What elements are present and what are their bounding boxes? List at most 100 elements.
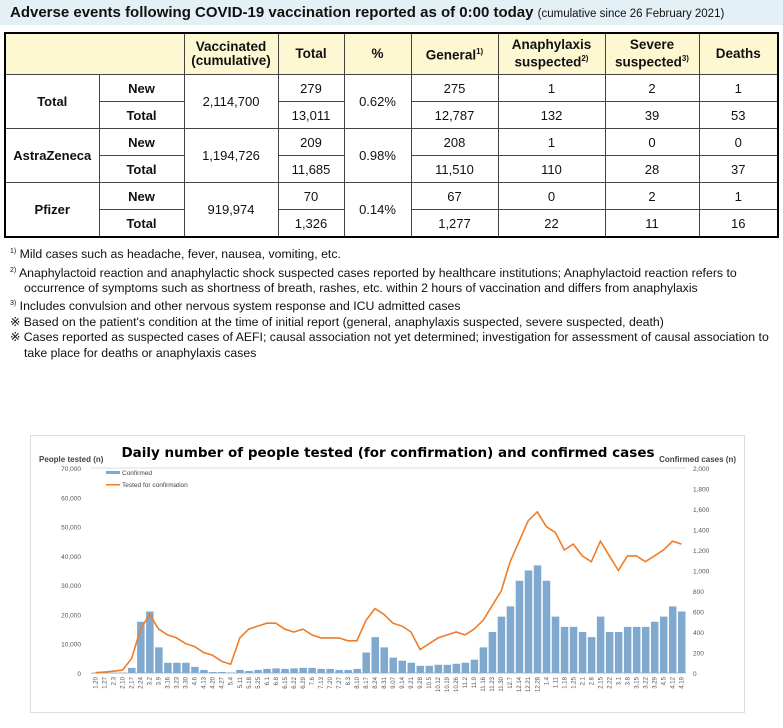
x-tick: 3.15 xyxy=(634,676,640,688)
x-tick: 8.3 xyxy=(346,676,352,685)
bar-confirmed xyxy=(245,670,253,673)
tests-confirmed-chart: Daily number of people tested (for confi… xyxy=(30,435,745,713)
footnote-ref: 2) xyxy=(581,54,589,64)
bar-confirmed xyxy=(227,672,235,673)
y-axis-right-label: Confirmed cases (n) xyxy=(659,455,736,464)
bar-confirmed xyxy=(344,669,352,673)
y-axis-left-label: People tested (n) xyxy=(39,455,104,464)
header-severe: Severe suspected3) xyxy=(604,32,700,75)
bar-confirmed xyxy=(182,662,190,673)
y-tick-right: 200 xyxy=(693,651,704,658)
y-tick-right: 0 xyxy=(693,671,697,678)
total-cell: 279 xyxy=(277,74,345,102)
x-tick: 9.14 xyxy=(400,676,406,688)
y-tick-right: 1,200 xyxy=(693,548,710,555)
footnote-ref: 3) xyxy=(681,54,689,64)
deaths-cell: 1 xyxy=(698,182,779,210)
bar-confirmed xyxy=(290,668,298,673)
x-tick: 4.12 xyxy=(670,676,676,688)
y-tick-right: 1,800 xyxy=(693,487,710,494)
group-name: Pfizer xyxy=(4,182,100,238)
bar-confirmed xyxy=(659,616,668,673)
bar-confirmed xyxy=(632,626,641,673)
total-cell: 11,685 xyxy=(277,155,345,183)
x-tick: 7.13 xyxy=(319,676,325,688)
x-tick: 1.18 xyxy=(562,676,568,688)
bar-confirmed xyxy=(164,662,172,673)
x-tick: 5.11 xyxy=(238,676,244,688)
header-blank xyxy=(4,32,185,75)
x-tick: 11.2 xyxy=(463,676,469,688)
chart-svg: Daily number of people tested (for confi… xyxy=(39,445,736,692)
group-name: AstraZeneca xyxy=(4,128,100,183)
row-type: Total xyxy=(98,101,185,129)
bar-confirmed xyxy=(254,669,262,673)
header-general: General1) xyxy=(410,32,499,75)
y-tick-left: 10,000 xyxy=(61,642,81,649)
y-tick-left: 40,000 xyxy=(61,554,81,561)
x-tick: 8.31 xyxy=(382,676,388,688)
chart-title: Daily number of people tested (for confi… xyxy=(121,445,654,461)
note-mark: 1) xyxy=(10,248,17,255)
general-cell: 275 xyxy=(410,74,499,102)
x-tick: 10.19 xyxy=(445,676,451,692)
x-tick: 12.7 xyxy=(508,676,514,688)
x-tick: 2.8 xyxy=(589,676,595,685)
table-row: Pfizer New 919,974 70 0.14% 67 0 2 1 xyxy=(4,182,779,238)
adverse-events-table: Vaccinated (cumulative) Total % General1… xyxy=(4,32,779,238)
severe-cell: 2 xyxy=(604,74,700,102)
table-row: Total New 2,114,700 279 0.62% 275 1 2 1 xyxy=(4,74,779,129)
x-tick: 3.2 xyxy=(148,676,154,685)
x-tick: 12.14 xyxy=(517,676,523,692)
bar-confirmed xyxy=(398,660,407,673)
bar-confirmed xyxy=(218,671,226,673)
footnote: 3) Includes convulsion and other nervous… xyxy=(10,296,780,315)
bar-confirmed xyxy=(155,647,163,673)
header-vaccinated: Vaccinated (cumulative) xyxy=(183,32,279,75)
header-anaphylaxis-label: Anaphylaxis suspected xyxy=(511,37,592,70)
row-type: New xyxy=(98,74,185,102)
bar-confirmed xyxy=(668,606,677,673)
bar-confirmed xyxy=(371,637,379,673)
x-tick: 6.22 xyxy=(292,676,298,688)
x-tick: 2.10 xyxy=(121,676,127,688)
bar-confirmed xyxy=(479,647,488,673)
x-tick: 5.4 xyxy=(229,676,235,685)
note-mark: ※ xyxy=(10,330,21,345)
vaccinated-cell: 2,114,700 xyxy=(183,74,279,129)
x-tick: 4.13 xyxy=(202,676,208,688)
bar-confirmed xyxy=(407,662,416,673)
x-tick: 3.23 xyxy=(175,676,181,688)
severe-cell: 2 xyxy=(604,182,700,210)
bar-confirmed xyxy=(389,657,398,673)
x-tick: 9.21 xyxy=(409,676,415,688)
bar-confirmed xyxy=(515,580,524,673)
note-text: Mild cases such as headache, fever, naus… xyxy=(19,247,341,262)
x-tick: 2.24 xyxy=(139,676,145,688)
x-tick: 4.5 xyxy=(661,676,667,685)
footnote: ※ Cases reported as suspected cases of A… xyxy=(10,330,780,361)
x-tick: 3.29 xyxy=(652,676,658,688)
bar-confirmed xyxy=(281,668,289,673)
bar-confirmed xyxy=(623,626,632,673)
x-tick: 6.8 xyxy=(274,676,280,685)
x-tick: 3.22 xyxy=(643,676,649,688)
bar-confirmed xyxy=(560,626,569,673)
bar-confirmed xyxy=(605,632,614,673)
x-tick: 9.28 xyxy=(418,676,424,688)
bar-confirmed xyxy=(542,580,551,673)
x-tick: 6.29 xyxy=(301,676,307,688)
anaphylaxis-cell: 22 xyxy=(497,209,606,238)
x-tick: 11.30 xyxy=(499,676,505,691)
x-tick: 10.26 xyxy=(454,676,460,692)
y-tick-right: 2,000 xyxy=(693,466,710,473)
x-tick: 1.25 xyxy=(571,676,577,688)
y-tick-right: 600 xyxy=(693,610,704,617)
x-tick: 1.4 xyxy=(544,676,550,685)
y-tick-left: 50,000 xyxy=(61,525,81,532)
footnote: 1) Mild cases such as headache, fever, n… xyxy=(10,244,780,263)
anaphylaxis-cell: 1 xyxy=(497,74,606,102)
note-text: Includes convulsion and other nervous sy… xyxy=(19,299,461,314)
x-tick: 11.23 xyxy=(490,676,496,691)
bar-confirmed xyxy=(434,664,443,673)
